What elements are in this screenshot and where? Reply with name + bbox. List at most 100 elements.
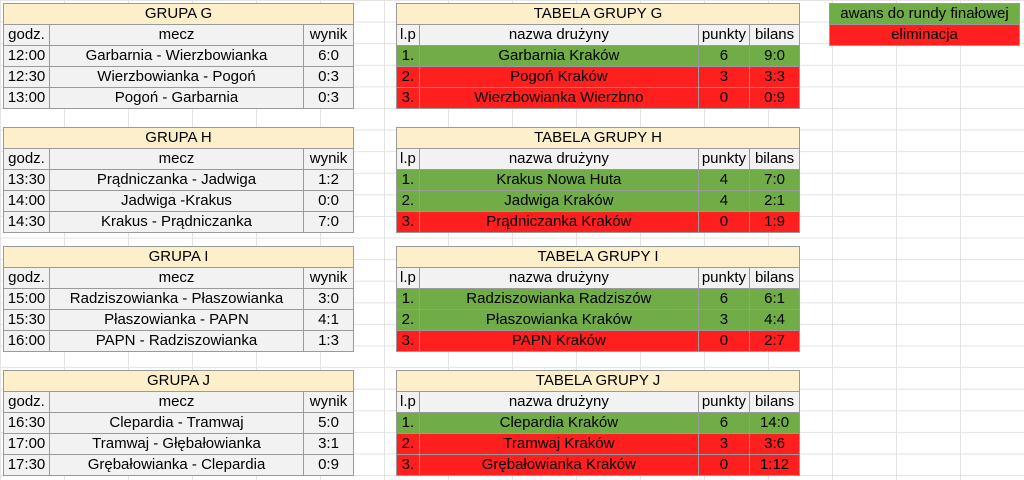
standing-lp[interactable]: 1. <box>396 169 420 191</box>
standing-points[interactable]: 4 <box>697 169 751 191</box>
match-score[interactable]: 0:3 <box>303 87 354 109</box>
col-match[interactable]: mecz <box>49 24 304 46</box>
col-score[interactable]: wynik <box>303 267 354 289</box>
match-time[interactable]: 15:30 <box>3 309 50 331</box>
group-title[interactable]: GRUPA J <box>3 370 354 392</box>
standing-balance[interactable]: 1:12 <box>749 454 801 476</box>
match-name[interactable]: Tramwaj - Głębałowianka <box>49 433 304 455</box>
standing-lp[interactable]: 3. <box>396 454 420 476</box>
standing-team[interactable]: Płaszowianka Kraków <box>418 309 699 331</box>
standings-title[interactable]: TABELA GRUPY I <box>395 246 801 268</box>
standing-balance[interactable]: 9:0 <box>749 45 801 67</box>
standing-team[interactable]: Tramwaj Kraków <box>418 433 699 455</box>
legend-elimination[interactable]: eliminacja <box>829 24 1020 46</box>
match-name[interactable]: Wierzbowianka - Pogoń <box>49 66 304 88</box>
match-score[interactable]: 5:0 <box>303 412 354 434</box>
standing-team[interactable]: Krakus Nowa Huta <box>418 169 699 191</box>
standing-lp[interactable]: 2. <box>396 66 420 88</box>
col-team[interactable]: nazwa drużyny <box>418 24 699 46</box>
col-balance[interactable]: bilans <box>749 148 801 170</box>
match-score[interactable]: 4:1 <box>303 309 354 331</box>
col-points[interactable]: punkty <box>697 391 751 413</box>
col-time[interactable]: godz. <box>3 148 50 170</box>
standing-team[interactable]: Jadwiga Kraków <box>418 190 699 212</box>
match-time[interactable]: 16:00 <box>3 330 50 352</box>
match-name[interactable]: PAPN - Radziszowianka <box>49 330 304 352</box>
col-match[interactable]: mecz <box>49 148 304 170</box>
standing-points[interactable]: 6 <box>697 412 751 434</box>
standing-balance[interactable]: 0:9 <box>749 87 801 109</box>
match-time[interactable]: 15:00 <box>3 288 50 310</box>
col-team[interactable]: nazwa drużyny <box>418 267 699 289</box>
legend-advance[interactable]: awans do rundy finałowej <box>829 3 1020 25</box>
match-score[interactable]: 6:0 <box>303 45 354 67</box>
col-balance[interactable]: bilans <box>749 24 801 46</box>
col-points[interactable]: punkty <box>697 148 751 170</box>
standing-lp[interactable]: 1. <box>396 288 420 310</box>
standing-points[interactable]: 4 <box>697 190 751 212</box>
match-name[interactable]: Clepardia - Tramwaj <box>49 412 304 434</box>
col-match[interactable]: mecz <box>49 391 304 413</box>
standing-balance[interactable]: 7:0 <box>749 169 801 191</box>
match-name[interactable]: Radziszowianka - Płaszowianka <box>49 288 304 310</box>
standing-points[interactable]: 6 <box>697 45 751 67</box>
col-lp[interactable]: l.p <box>396 148 420 170</box>
match-score[interactable]: 3:0 <box>303 288 354 310</box>
standing-lp[interactable]: 2. <box>396 309 420 331</box>
standing-lp[interactable]: 2. <box>396 433 420 455</box>
standing-balance[interactable]: 1:9 <box>749 211 801 233</box>
col-score[interactable]: wynik <box>303 148 354 170</box>
standing-points[interactable]: 0 <box>697 454 751 476</box>
standings-title[interactable]: TABELA GRUPY H <box>395 127 801 149</box>
match-time[interactable]: 13:30 <box>3 169 50 191</box>
match-score[interactable]: 7:0 <box>303 211 354 233</box>
match-name[interactable]: Krakus - Prądniczanka <box>49 211 304 233</box>
group-title[interactable]: GRUPA I <box>3 246 354 268</box>
standing-team[interactable]: Prądniczanka Kraków <box>418 211 699 233</box>
standing-team[interactable]: Garbarnia Kraków <box>418 45 699 67</box>
col-lp[interactable]: l.p <box>396 24 420 46</box>
standing-balance[interactable]: 2:1 <box>749 190 801 212</box>
match-score[interactable]: 0:0 <box>303 190 354 212</box>
standing-balance[interactable]: 6:1 <box>749 288 801 310</box>
col-lp[interactable]: l.p <box>396 391 420 413</box>
standing-points[interactable]: 6 <box>697 288 751 310</box>
standing-balance[interactable]: 4:4 <box>749 309 801 331</box>
standing-lp[interactable]: 2. <box>396 190 420 212</box>
col-lp[interactable]: l.p <box>396 267 420 289</box>
match-time[interactable]: 12:00 <box>3 45 50 67</box>
col-team[interactable]: nazwa drużyny <box>418 148 699 170</box>
match-name[interactable]: Garbarnia - Wierzbowianka <box>49 45 304 67</box>
standing-lp[interactable]: 3. <box>396 87 420 109</box>
match-time[interactable]: 14:30 <box>3 211 50 233</box>
standing-team[interactable]: PAPN Kraków <box>418 330 699 352</box>
standing-points[interactable]: 3 <box>697 433 751 455</box>
col-time[interactable]: godz. <box>3 24 50 46</box>
col-time[interactable]: godz. <box>3 391 50 413</box>
standing-team[interactable]: Grębałowianka Kraków <box>418 454 699 476</box>
col-score[interactable]: wynik <box>303 391 354 413</box>
match-score[interactable]: 3:1 <box>303 433 354 455</box>
match-time[interactable]: 12:30 <box>3 66 50 88</box>
standing-balance[interactable]: 14:0 <box>749 412 801 434</box>
match-score[interactable]: 1:2 <box>303 169 354 191</box>
standing-team[interactable]: Pogoń Kraków <box>418 66 699 88</box>
col-points[interactable]: punkty <box>697 24 751 46</box>
match-name[interactable]: Jadwiga -Krakus <box>49 190 304 212</box>
standing-points[interactable]: 0 <box>697 330 751 352</box>
standings-title[interactable]: TABELA GRUPY G <box>395 3 801 25</box>
match-score[interactable]: 0:3 <box>303 66 354 88</box>
match-time[interactable]: 17:00 <box>3 433 50 455</box>
standing-lp[interactable]: 3. <box>396 330 420 352</box>
match-name[interactable]: Prądniczanka - Jadwiga <box>49 169 304 191</box>
match-name[interactable]: Pogoń - Garbarnia <box>49 87 304 109</box>
standing-lp[interactable]: 1. <box>396 412 420 434</box>
standing-points[interactable]: 0 <box>697 211 751 233</box>
col-points[interactable]: punkty <box>697 267 751 289</box>
standing-points[interactable]: 3 <box>697 66 751 88</box>
standing-points[interactable]: 0 <box>697 87 751 109</box>
standings-title[interactable]: TABELA GRUPY J <box>395 370 801 392</box>
standing-balance[interactable]: 3:6 <box>749 433 801 455</box>
standing-lp[interactable]: 1. <box>396 45 420 67</box>
group-title[interactable]: GRUPA H <box>3 127 354 149</box>
